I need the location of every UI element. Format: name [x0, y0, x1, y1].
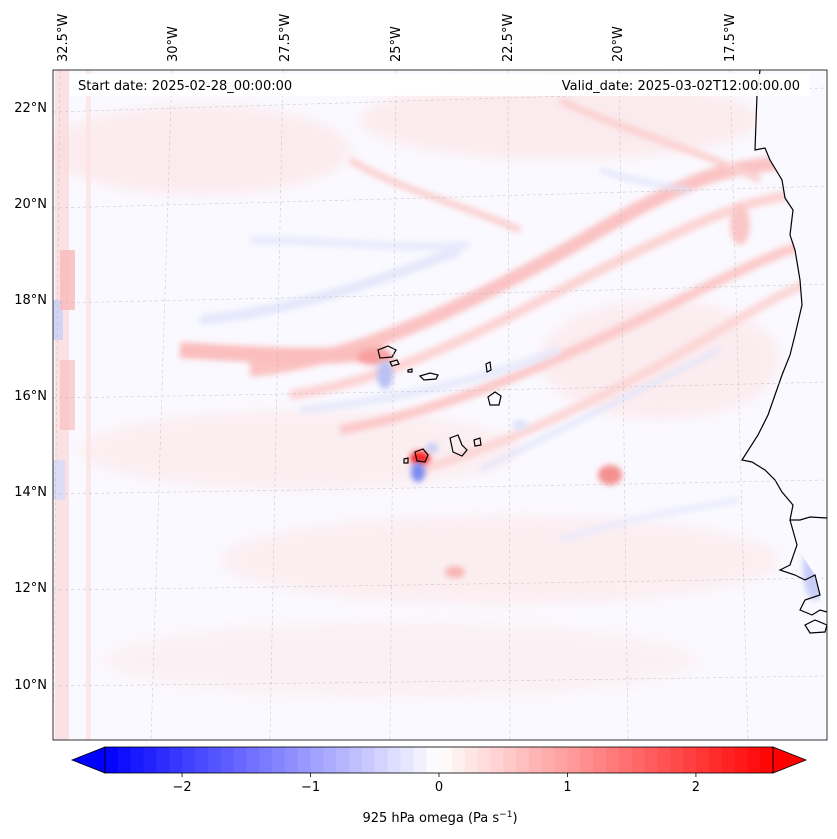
colorbar-segment [246, 747, 260, 773]
colorbar-segment [194, 747, 209, 773]
colorbar-segment [233, 747, 247, 773]
colorbar-segment [130, 747, 145, 773]
colorbar-tick-label: −2 [172, 780, 191, 795]
colorbar-segment [374, 747, 389, 773]
colorbar-segment [310, 747, 324, 773]
lat-label-20n: 20°N [14, 197, 47, 212]
colorbar-tick-label: 1 [563, 780, 571, 795]
colorbar-segment [721, 747, 736, 773]
colorbar-segment [259, 747, 273, 773]
colorbar-ticks: −2 −1 0 1 2 [172, 773, 700, 795]
colorbar-segment [760, 747, 774, 773]
colorbar-segment [117, 747, 132, 773]
colorbar-segments [105, 747, 774, 773]
colorbar-segment [297, 747, 312, 773]
lat-label-16n: 16°N [14, 389, 47, 404]
colorbar-segment [387, 747, 402, 773]
colorbar-segment [490, 747, 504, 773]
colorbar-segment [349, 747, 363, 773]
colorbar-segment [426, 747, 440, 773]
valid-date: Valid_date: 2025-03-02T12:00:00.00 [562, 79, 800, 94]
colorbar-segment [567, 747, 581, 773]
start-date: Start date: 2025-02-28_00:00:00 [78, 79, 292, 94]
lon-label-20w: 20°W [611, 26, 626, 62]
colorbar-segment [272, 747, 286, 773]
omega-left-edge [53, 70, 91, 740]
colorbar-segment [644, 747, 658, 773]
colorbar-segment [336, 747, 350, 773]
colorbar-segment [541, 747, 556, 773]
colorbar-segment [657, 747, 671, 773]
colorbar-segment [156, 747, 170, 773]
omega-positive-bands [179, 96, 827, 475]
colorbar-segment [439, 747, 453, 773]
colorbar-segment [580, 747, 594, 773]
colorbar-segment [503, 747, 517, 773]
lat-label-22n: 22°N [14, 101, 47, 116]
lon-label-17-5w: 17.5°W [723, 14, 738, 62]
map-panel: Start date: 2025-02-28_00:00:00 Valid_da… [52, 69, 828, 741]
colorbar-segment [554, 747, 569, 773]
colorbar-segment [477, 747, 491, 773]
colorbar-segment [284, 747, 299, 773]
lon-label-22-5w: 22.5°W [501, 14, 516, 62]
land-africa [742, 70, 827, 620]
colorbar-tick-label: 0 [435, 780, 443, 795]
colorbar-segment [182, 747, 196, 773]
colorbar-segment [747, 747, 761, 773]
colorbar-extend-max [772, 746, 808, 774]
colorbar-segment [683, 747, 697, 773]
omega-negative-bands [199, 167, 741, 543]
colorbar-segment [528, 747, 543, 773]
colorbar-segment [105, 747, 119, 773]
lon-label-25w: 25°W [389, 26, 404, 62]
info-band [70, 74, 810, 96]
colorbar-segment [220, 747, 235, 773]
cape-verde-islands [377, 345, 502, 464]
colorbar-segment [734, 747, 748, 773]
colorbar-segment [400, 747, 414, 773]
omega-field [53, 70, 827, 740]
omega-positive-background [53, 80, 780, 700]
lat-label-12n: 12°N [14, 581, 47, 596]
colorbar-segment [464, 747, 479, 773]
colorbar-segment [207, 747, 222, 773]
lon-label-32-5w: 32.5°W [56, 14, 71, 62]
colorbar-segment [451, 747, 466, 773]
colorbar-segment [695, 747, 710, 773]
lon-label-27-5w: 27.5°W [278, 14, 293, 62]
colorbar-tick-label: 2 [692, 780, 700, 795]
colorbar: −2 −1 0 1 2 925 hPa omega (Pa s−1) [70, 746, 808, 826]
colorbar-segment [143, 747, 157, 773]
colorbar-extend-min [70, 746, 106, 774]
lat-label-14n: 14°N [14, 485, 47, 500]
lat-label-10n: 10°N [14, 678, 47, 693]
colorbar-segment [413, 747, 427, 773]
colorbar-segment [708, 747, 723, 773]
colorbar-segment [606, 747, 620, 773]
lat-label-18n: 18°N [14, 293, 47, 308]
colorbar-segment [361, 747, 376, 773]
colorbar-segment [670, 747, 684, 773]
coastline-africa [741, 70, 827, 634]
colorbar-segment [631, 747, 646, 773]
colorbar-segment [169, 747, 183, 773]
colorbar-segment [618, 747, 633, 773]
colorbar-segment [516, 747, 530, 773]
latitude-labels: 22°N 20°N 18°N 16°N 14°N 12°N 10°N [14, 101, 47, 693]
colorbar-segment [323, 747, 337, 773]
lon-label-30w: 30°W [166, 26, 181, 62]
gridlines [53, 70, 827, 740]
map-frame [52, 69, 828, 741]
longitude-labels: 32.5°W 30°W 27.5°W 25°W 22.5°W 20°W 17.5… [56, 14, 738, 62]
colorbar-segment [593, 747, 607, 773]
colorbar-tick-label: −1 [301, 780, 320, 795]
colorbar-label: 925 hPa omega (Pa s−1) [362, 810, 517, 826]
